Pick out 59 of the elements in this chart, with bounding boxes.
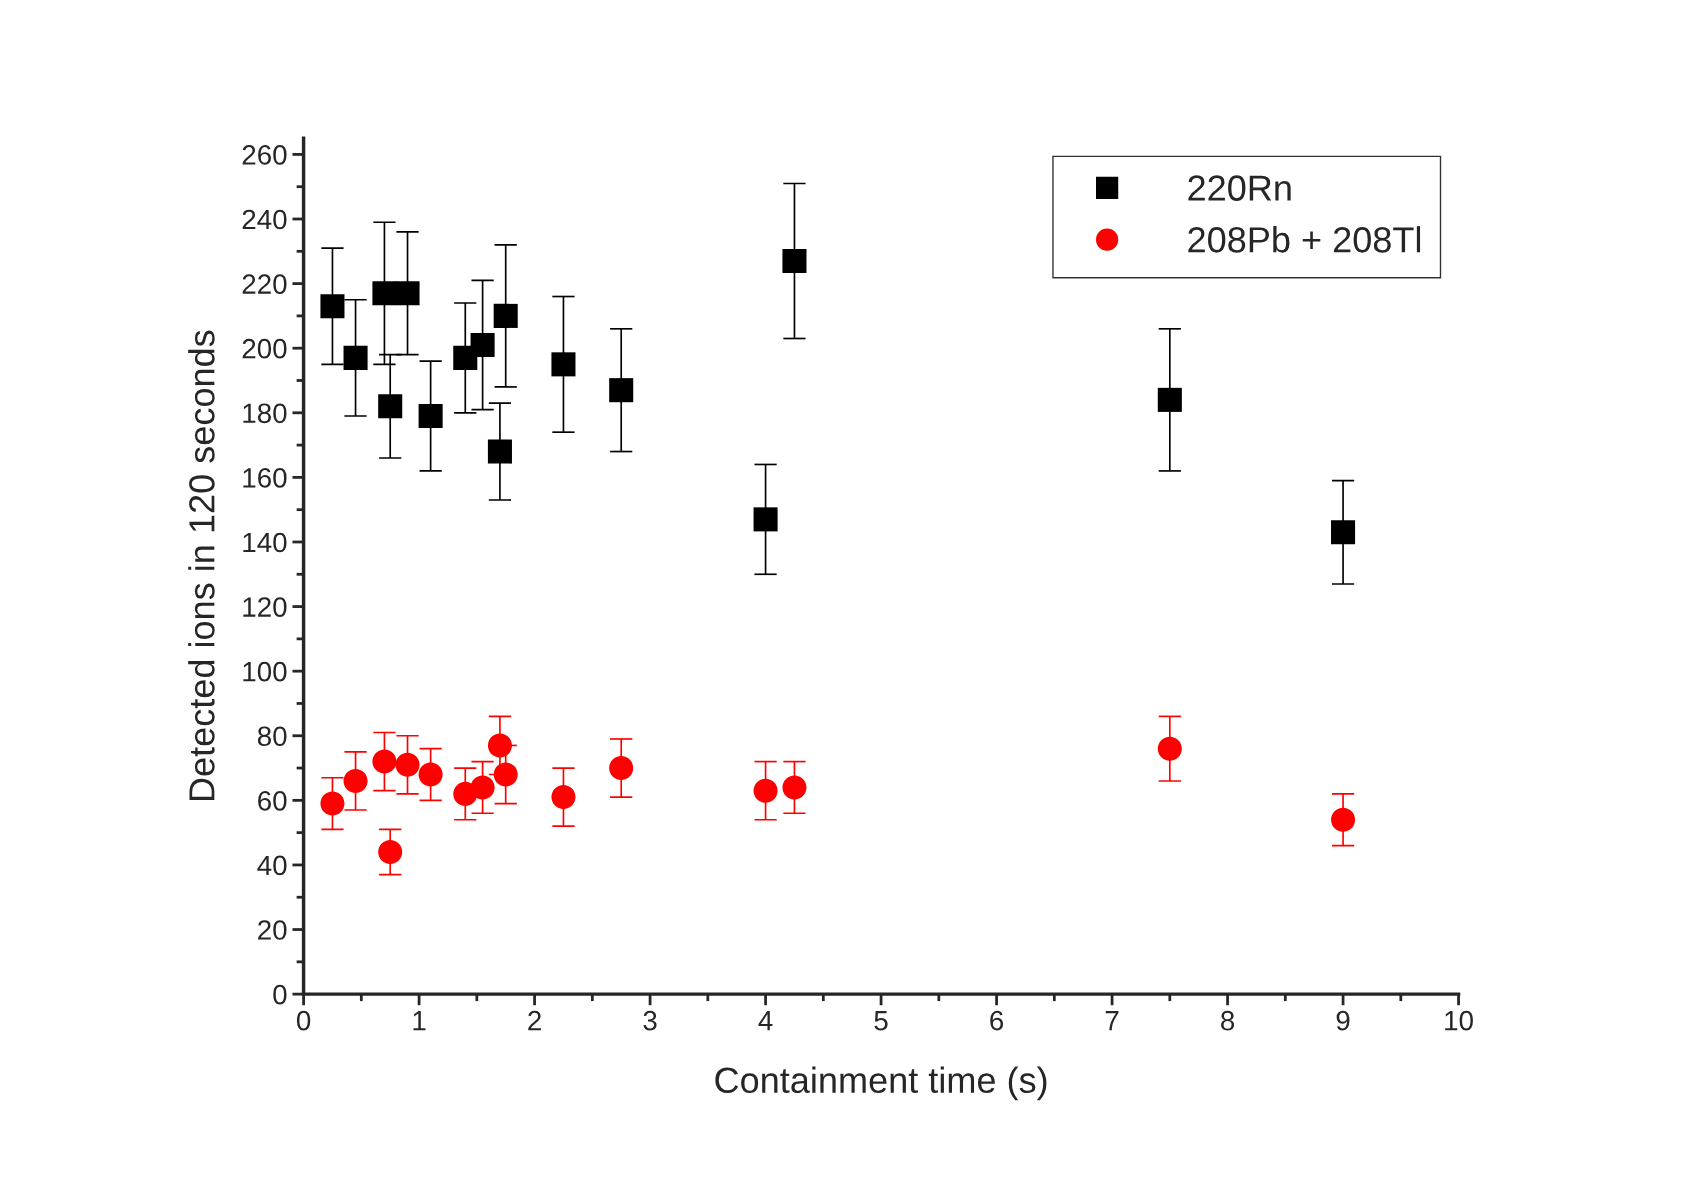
y-tick-label: 60	[258, 791, 287, 811]
y-tick-label: 140	[243, 532, 287, 553]
point	[1157, 736, 1182, 761]
x-tick-label: 5	[874, 1011, 888, 1031]
x-tick-label: 2	[528, 1010, 541, 1031]
y-tick-label: 80	[257, 726, 287, 747]
point	[493, 762, 518, 787]
point	[343, 768, 368, 793]
y-tick-label: 260	[242, 145, 287, 165]
x-tick-label: 4	[758, 1011, 773, 1031]
y-tick-label: 40	[257, 855, 287, 876]
point	[487, 439, 512, 464]
y-tick-label: 220	[242, 274, 287, 294]
point	[470, 775, 495, 800]
point	[609, 756, 634, 781]
point	[1331, 520, 1356, 545]
y-tick-label: 240	[242, 209, 287, 230]
point	[378, 394, 403, 419]
point	[1157, 387, 1182, 412]
point	[609, 378, 634, 403]
x-tick-label: 6	[990, 1010, 1004, 1031]
point	[782, 775, 807, 800]
x-tick-label: 3	[643, 1010, 657, 1031]
point	[395, 752, 420, 777]
point	[493, 303, 518, 328]
point	[320, 294, 345, 319]
y-tick-label: 160	[243, 468, 287, 488]
point	[470, 332, 495, 357]
point	[1331, 807, 1356, 832]
point	[418, 762, 443, 787]
point	[753, 507, 778, 532]
point	[378, 840, 403, 865]
y-axis-title: Detected ions in 120 seconds	[188, 330, 215, 801]
point	[320, 791, 345, 816]
point	[372, 281, 397, 306]
x-tick-label: 7	[1105, 1011, 1119, 1031]
point	[418, 403, 443, 429]
y-tick-label: 100	[243, 661, 287, 682]
point	[551, 352, 576, 377]
point	[551, 785, 576, 810]
legend-label: 208Pb + 208Tl	[1188, 226, 1421, 253]
x-tick-label: 0	[296, 1010, 311, 1031]
point	[782, 248, 807, 274]
point	[372, 749, 397, 774]
x-tick-label: 8	[1221, 1010, 1235, 1031]
y-tick-label: 200	[242, 338, 287, 359]
y-tick-label: 0	[273, 984, 287, 1005]
x-tick-label: 9	[1336, 1010, 1350, 1031]
legend-label: 220Rn	[1188, 175, 1291, 201]
x-tick-label: 10	[1445, 1010, 1473, 1031]
y-tick-label: 20	[258, 920, 287, 940]
point	[487, 733, 512, 758]
point	[343, 345, 368, 370]
x-axis-title: Containment time (s)	[715, 1066, 1047, 1101]
x-tick-label: 1	[413, 1011, 426, 1031]
point	[753, 778, 778, 803]
y-tick-label: 120	[243, 597, 287, 617]
point	[395, 281, 420, 306]
y-tick-label: 180	[243, 403, 287, 424]
